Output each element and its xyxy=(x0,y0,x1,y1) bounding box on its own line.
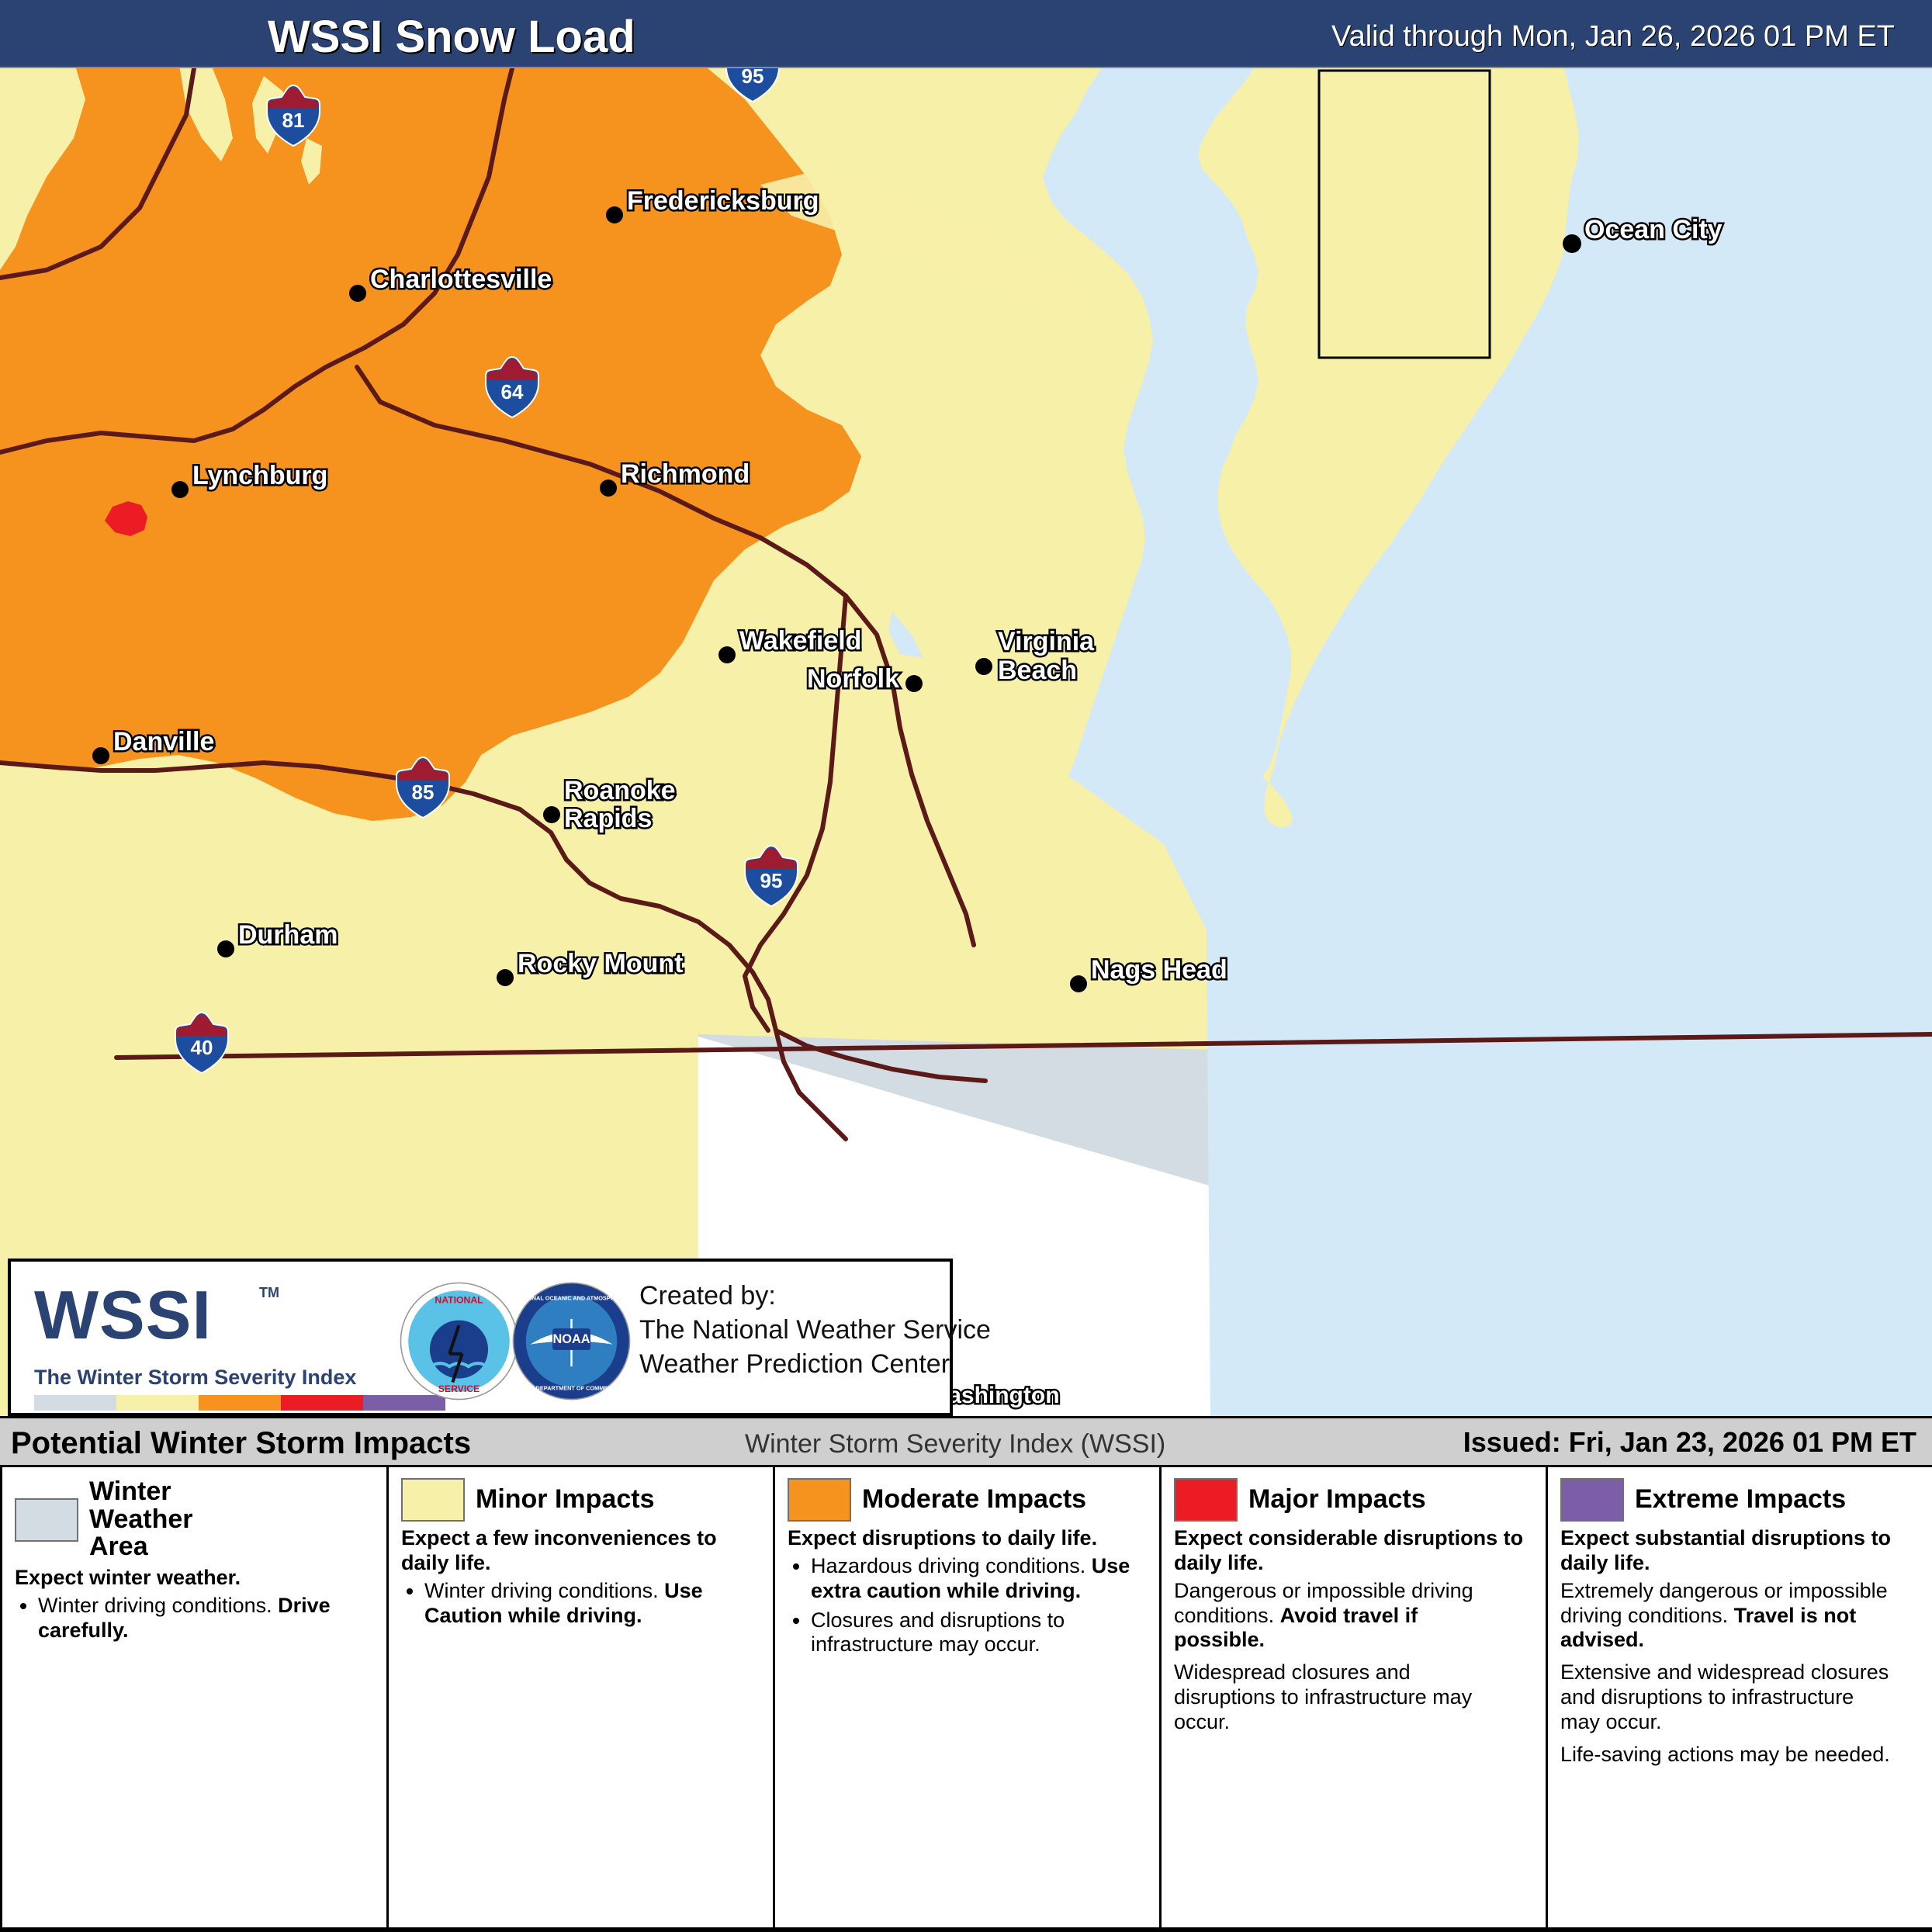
svg-text:Rapids: Rapids xyxy=(564,804,652,833)
svg-text:Fredericksburg: Fredericksburg xyxy=(627,186,819,216)
svg-text:Wakefield: Wakefield xyxy=(739,626,861,656)
svg-text:85: 85 xyxy=(412,781,435,804)
svg-text:95: 95 xyxy=(742,68,764,88)
svg-text:Beach: Beach xyxy=(998,656,1077,685)
svg-text:Ocean City: Ocean City xyxy=(1584,215,1723,244)
svg-text:Virginia: Virginia xyxy=(998,627,1095,656)
svg-text:64: 64 xyxy=(501,380,524,403)
svg-text:NOAA: NOAA xyxy=(553,1332,590,1346)
svg-text:Roanoke: Roanoke xyxy=(564,776,676,805)
svg-text:SERVICE: SERVICE xyxy=(438,1383,480,1394)
svg-text:Lynchburg: Lynchburg xyxy=(192,461,327,490)
svg-text:Norfolk: Norfolk xyxy=(807,664,899,694)
svg-text:Charlottesville: Charlottesville xyxy=(370,265,552,294)
svg-text:Durham: Durham xyxy=(238,920,338,950)
svg-text:U.S. DEPARTMENT OF COMMERCE: U.S. DEPARTMENT OF COMMERCE xyxy=(523,1384,620,1391)
svg-text:40: 40 xyxy=(191,1036,213,1059)
svg-text:Richmond: Richmond xyxy=(621,459,750,489)
svg-text:NATIONAL OCEANIC AND ATMOSPHER: NATIONAL OCEANIC AND ATMOSPHERIC xyxy=(514,1294,628,1301)
svg-text:Danville: Danville xyxy=(113,727,214,757)
svg-text:NATIONAL: NATIONAL xyxy=(435,1295,483,1306)
svg-text:Nags Head: Nags Head xyxy=(1091,955,1227,985)
svg-text:Rocky Mount: Rocky Mount xyxy=(518,949,683,978)
svg-text:95: 95 xyxy=(760,869,783,892)
svg-text:81: 81 xyxy=(282,109,305,132)
